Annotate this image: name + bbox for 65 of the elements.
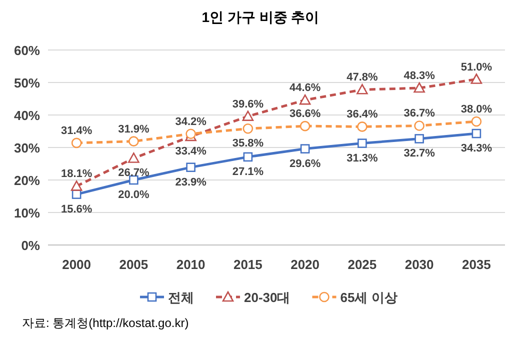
y-tick-label: 20% — [14, 173, 40, 188]
chart-title: 1인 가구 비중 추이 — [202, 9, 320, 25]
legend-label: 20-30대 — [244, 290, 290, 305]
data-label: 44.6% — [289, 82, 321, 94]
y-tick-label: 30% — [14, 140, 40, 156]
y-tick-label: 50% — [14, 76, 40, 90]
data-label: 34.3% — [460, 142, 492, 155]
data-label: 47.8% — [346, 72, 378, 84]
data-label: 35.8% — [232, 138, 264, 150]
point — [414, 82, 425, 93]
x-tick-label: 2005 — [119, 257, 148, 272]
data-label: 36.7% — [404, 108, 436, 120]
x-tick-label: 2025 — [348, 257, 377, 272]
point — [356, 84, 368, 94]
point — [242, 124, 254, 134]
point — [470, 74, 482, 84]
point — [300, 144, 310, 154]
data-label: 38.0% — [460, 104, 492, 116]
point — [70, 180, 82, 191]
data-label: 36.6% — [289, 108, 321, 120]
x-tick-label: 2020 — [290, 257, 320, 272]
point — [186, 128, 196, 139]
point — [71, 138, 82, 148]
data-label: 39.6% — [232, 98, 264, 110]
data-label: 48.3% — [404, 70, 436, 82]
data-label: 26.7% — [118, 167, 150, 180]
data-label: 27.1% — [232, 166, 264, 178]
point — [299, 94, 311, 105]
legend-label: 65세 이상 — [340, 290, 398, 305]
data-label: 32.7% — [404, 148, 436, 160]
data-label: 18.1% — [60, 168, 92, 180]
y-tick-label: 0% — [21, 238, 40, 253]
data-label: 34.2% — [175, 116, 207, 128]
point — [186, 162, 196, 172]
point — [128, 152, 140, 163]
point — [414, 120, 424, 131]
data-label: 36.4% — [346, 108, 378, 121]
x-tick-label: 2000 — [62, 257, 92, 272]
legend-label: 전체 — [168, 290, 194, 305]
point — [472, 128, 482, 138]
data-label: 33.4% — [175, 145, 207, 158]
point — [242, 110, 254, 121]
data-label: 20.0% — [118, 189, 150, 201]
point — [300, 120, 310, 132]
point — [358, 138, 367, 148]
point — [414, 134, 424, 144]
data-label: 29.6% — [289, 158, 321, 170]
point — [243, 152, 253, 162]
data-label: 31.9% — [118, 123, 150, 136]
data-label: 23.9% — [175, 176, 207, 188]
point — [357, 122, 368, 132]
y-tick-label: 40% — [14, 108, 40, 123]
y-tick-label: 10% — [14, 206, 40, 220]
data-label: 31.3% — [346, 152, 378, 164]
point — [471, 116, 482, 127]
x-tick-label: 2015 — [233, 257, 262, 272]
point — [128, 136, 139, 146]
data-label: 31.4% — [60, 124, 92, 137]
y-tick-label: 60% — [14, 43, 40, 58]
x-tick-label: 2035 — [462, 257, 491, 272]
x-tick-label: 2010 — [176, 257, 206, 272]
text: 자료: 통계청(http://kostat.go.kr) — [22, 316, 189, 330]
data-label: 51.0% — [460, 61, 492, 74]
data-label: 15.6% — [60, 203, 92, 216]
x-tick-label: 2030 — [404, 257, 434, 272]
